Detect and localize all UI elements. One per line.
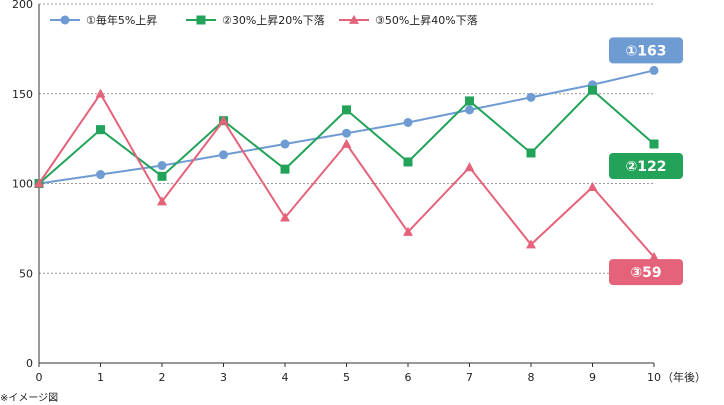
data-point: [157, 196, 167, 206]
y-tick-label: 50: [19, 267, 33, 280]
data-point: [526, 148, 536, 158]
data-point: [280, 139, 290, 149]
data-point: [34, 178, 44, 188]
grid-lines: [39, 3, 654, 274]
footnote: ※イメージ図: [0, 392, 58, 404]
legend-label: ①毎年5%上昇: [86, 13, 157, 27]
x-tick-label: 6: [405, 371, 412, 384]
series-triangle: [34, 88, 659, 261]
data-point: [649, 65, 659, 75]
x-axis-unit: （年後）: [662, 370, 706, 384]
x-tick-label: 8: [528, 371, 535, 384]
x-tick-label: 5: [343, 371, 350, 384]
data-point: [218, 115, 229, 125]
series-circle: [34, 65, 659, 188]
data-point: [96, 170, 105, 180]
data-point: [465, 96, 474, 106]
data-point: [342, 105, 351, 115]
x-tick-label: 4: [282, 371, 289, 384]
series-layer: [34, 65, 659, 261]
data-point: [526, 92, 536, 102]
y-tick-label: 150: [12, 88, 33, 101]
data-point: [219, 150, 228, 160]
y-tick-label: 0: [26, 357, 33, 370]
badge-value: ①163: [625, 43, 666, 59]
end-label-badge: ②122: [609, 153, 683, 180]
data-point: [587, 181, 598, 191]
x-tick-label: 9: [589, 371, 596, 384]
legend-marker: [60, 15, 70, 25]
legend: ①毎年5%上昇 ②30%上昇20%下落 ③50%上昇40%下落: [50, 13, 478, 27]
data-point: [157, 161, 167, 171]
data-point: [649, 139, 659, 149]
data-point: [341, 138, 352, 148]
badge-box: [609, 259, 683, 286]
legend-marker: [349, 14, 359, 24]
legend-entry: ②30%上昇20%下落: [186, 14, 325, 27]
legend-label: ③50%上昇40%下落: [375, 14, 478, 27]
legend-marker: [196, 15, 206, 25]
data-point: [95, 88, 106, 98]
x-tick-label: 10: [647, 371, 661, 384]
data-point: [342, 128, 351, 138]
data-point: [403, 157, 413, 167]
data-point: [464, 162, 475, 172]
x-tick-label: 2: [159, 371, 166, 384]
legend-entry: ①毎年5%上昇: [50, 13, 157, 27]
x-tick-label: 7: [466, 371, 473, 384]
data-point: [280, 212, 290, 222]
badge-value: ②122: [625, 159, 666, 175]
data-point: [588, 85, 597, 95]
data-point: [96, 125, 105, 135]
y-tick-label: 100: [12, 178, 33, 191]
legend-entry: ③50%上昇40%下落: [339, 14, 478, 27]
x-tick-label: 3: [220, 371, 227, 384]
legend-label: ②30%上昇20%下落: [222, 14, 325, 27]
badge-box: [609, 153, 683, 180]
end-label-badge: ③59: [609, 259, 683, 286]
x-tick-label: 1: [97, 371, 104, 384]
y-axis-ticks: 0 50 100 150 200: [12, 0, 33, 370]
x-tick-label: 0: [36, 371, 43, 384]
x-axis-ticks: 0 1 2 3 4 5 6 7 8 9 10: [36, 363, 661, 384]
data-point: [403, 117, 413, 127]
series-line: [38, 69, 655, 185]
data-point: [526, 239, 536, 249]
data-point: [465, 105, 474, 115]
y-tick-label: 200: [12, 0, 33, 11]
data-point: [649, 251, 659, 261]
badge-box: [609, 37, 683, 64]
data-point: [280, 164, 290, 174]
badge-value: ③59: [630, 265, 661, 281]
data-point: [403, 226, 413, 236]
end-labels: ①163 ②122 ③59: [609, 37, 683, 286]
data-point: [157, 171, 167, 181]
series-line: [38, 91, 655, 258]
end-label-badge: ①163: [609, 37, 683, 64]
